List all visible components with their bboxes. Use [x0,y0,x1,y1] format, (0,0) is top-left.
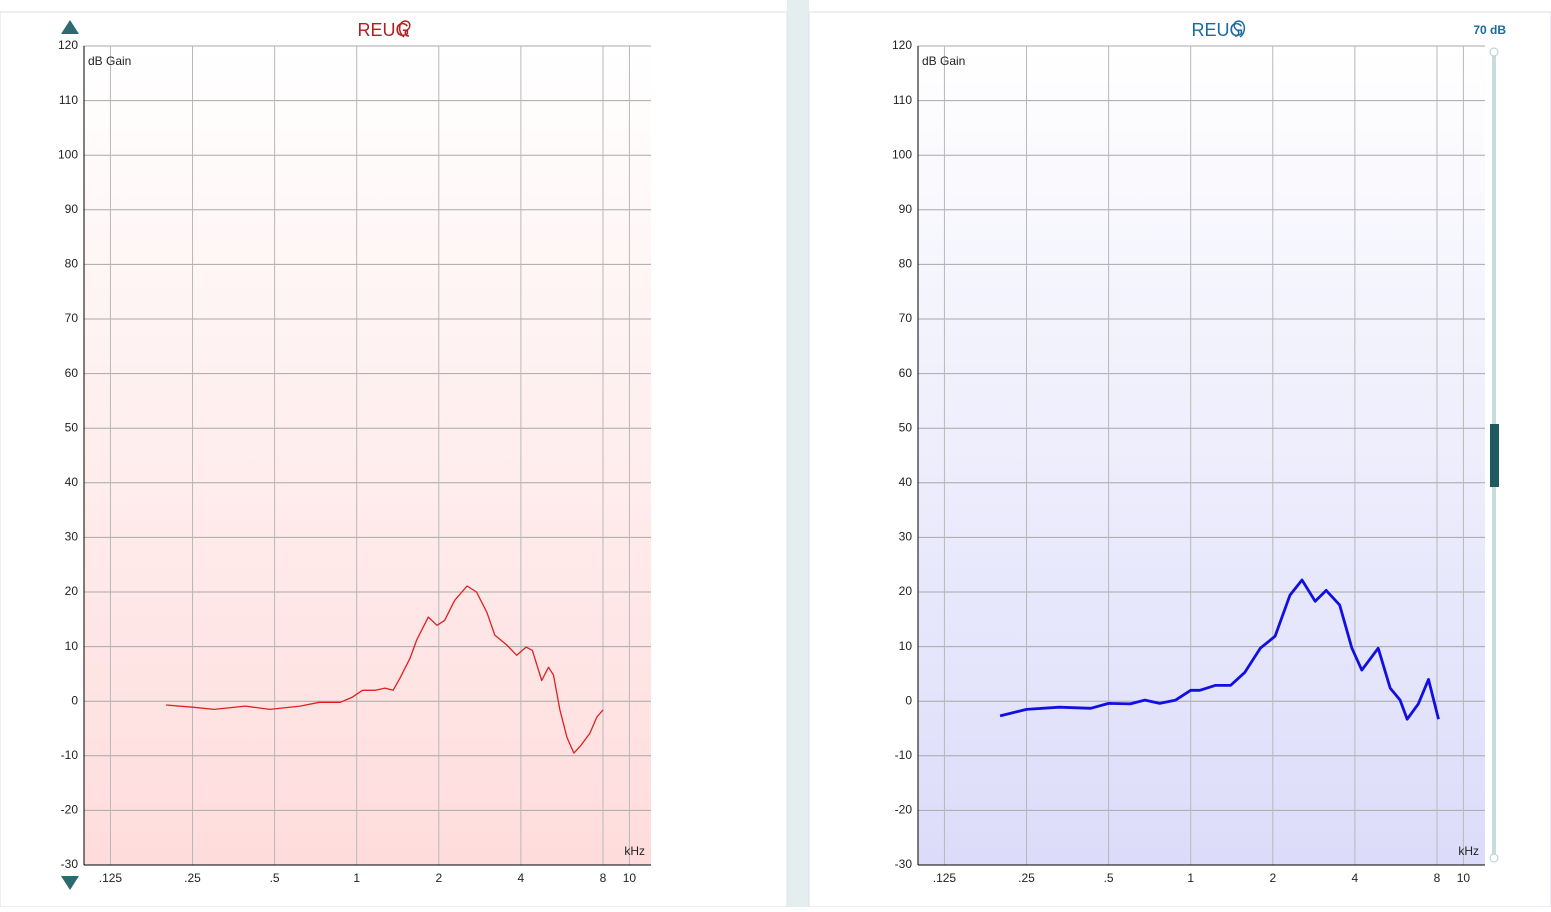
y-tick-label: 70 [899,311,913,325]
y-tick-label: 110 [59,93,78,107]
y-tick-label: -20 [895,803,913,817]
y-tick-label: 30 [899,530,913,544]
x-tick-label: 2 [435,871,442,885]
y-tick-label: 60 [899,366,913,380]
plot-bg [918,46,1485,865]
y-tick-label: 30 [65,530,79,544]
y-tick-label: -20 [61,803,79,817]
y-axis-label: dB Gain [88,54,131,68]
y-tick-label: 10 [65,639,79,653]
y-tick-label: 90 [65,202,79,216]
y-tick-label: 50 [65,420,79,434]
x-tick-label: .25 [1018,871,1035,885]
x-axis-label: kHz [1458,844,1479,858]
x-tick-label: 10 [1457,871,1471,885]
slider-thumb[interactable] [1490,424,1499,487]
x-tick-label: .125 [99,871,123,885]
y-tick-label: 120 [58,38,78,52]
x-tick-label: .25 [184,871,201,885]
x-tick-label: 8 [600,871,607,885]
y-tick-label: 120 [892,38,912,52]
y-tick-label: 70 [65,311,79,325]
y-tick-label: -30 [895,857,913,871]
ear-icon [398,20,411,38]
y-tick-label: -10 [895,748,913,762]
level-label: 70 dB [1473,23,1506,37]
y-tick-label: 80 [65,257,79,271]
y-tick-label: 100 [892,147,912,161]
x-tick-label: .125 [933,871,957,885]
y-tick-label: 20 [65,584,79,598]
y-tick-label: 100 [58,147,78,161]
scroll-up[interactable] [61,20,79,34]
y-tick-label: 20 [899,584,913,598]
y-tick-label: 10 [899,639,913,653]
plot-bg [84,46,651,865]
y-tick-label: 90 [899,202,913,216]
slider-end [1489,853,1499,863]
scroll-down[interactable] [61,876,79,890]
gain-curve [999,578,1440,721]
x-tick-label: 4 [518,871,525,885]
x-tick-label: 1 [1187,871,1194,885]
y-axis-label: dB Gain [922,54,965,68]
y-tick-label: -10 [61,748,79,762]
x-tick-label: 10 [623,871,637,885]
y-tick-label: 110 [893,93,912,107]
y-tick-label: 60 [65,366,79,380]
chart-title: REUG [1191,20,1243,40]
y-tick-label: 80 [899,257,913,271]
divider [787,0,809,907]
slider-end [1489,47,1499,57]
y-tick-label: 50 [899,420,913,434]
x-tick-label: 4 [1352,871,1359,885]
chart-title: REUG [357,20,409,40]
ear-icon [1233,20,1246,38]
y-tick-label: 40 [899,475,913,489]
x-tick-label: 1 [353,871,360,885]
y-tick-label: -30 [61,857,79,871]
y-tick-label: 40 [65,475,79,489]
x-tick-label: 2 [1269,871,1276,885]
x-tick-label: 8 [1434,871,1441,885]
y-tick-label: 0 [71,693,78,707]
gain-curve [166,585,604,754]
x-tick-label: .5 [270,871,280,885]
x-axis-label: kHz [624,844,645,858]
x-tick-label: .5 [1104,871,1114,885]
y-tick-label: 0 [905,693,912,707]
